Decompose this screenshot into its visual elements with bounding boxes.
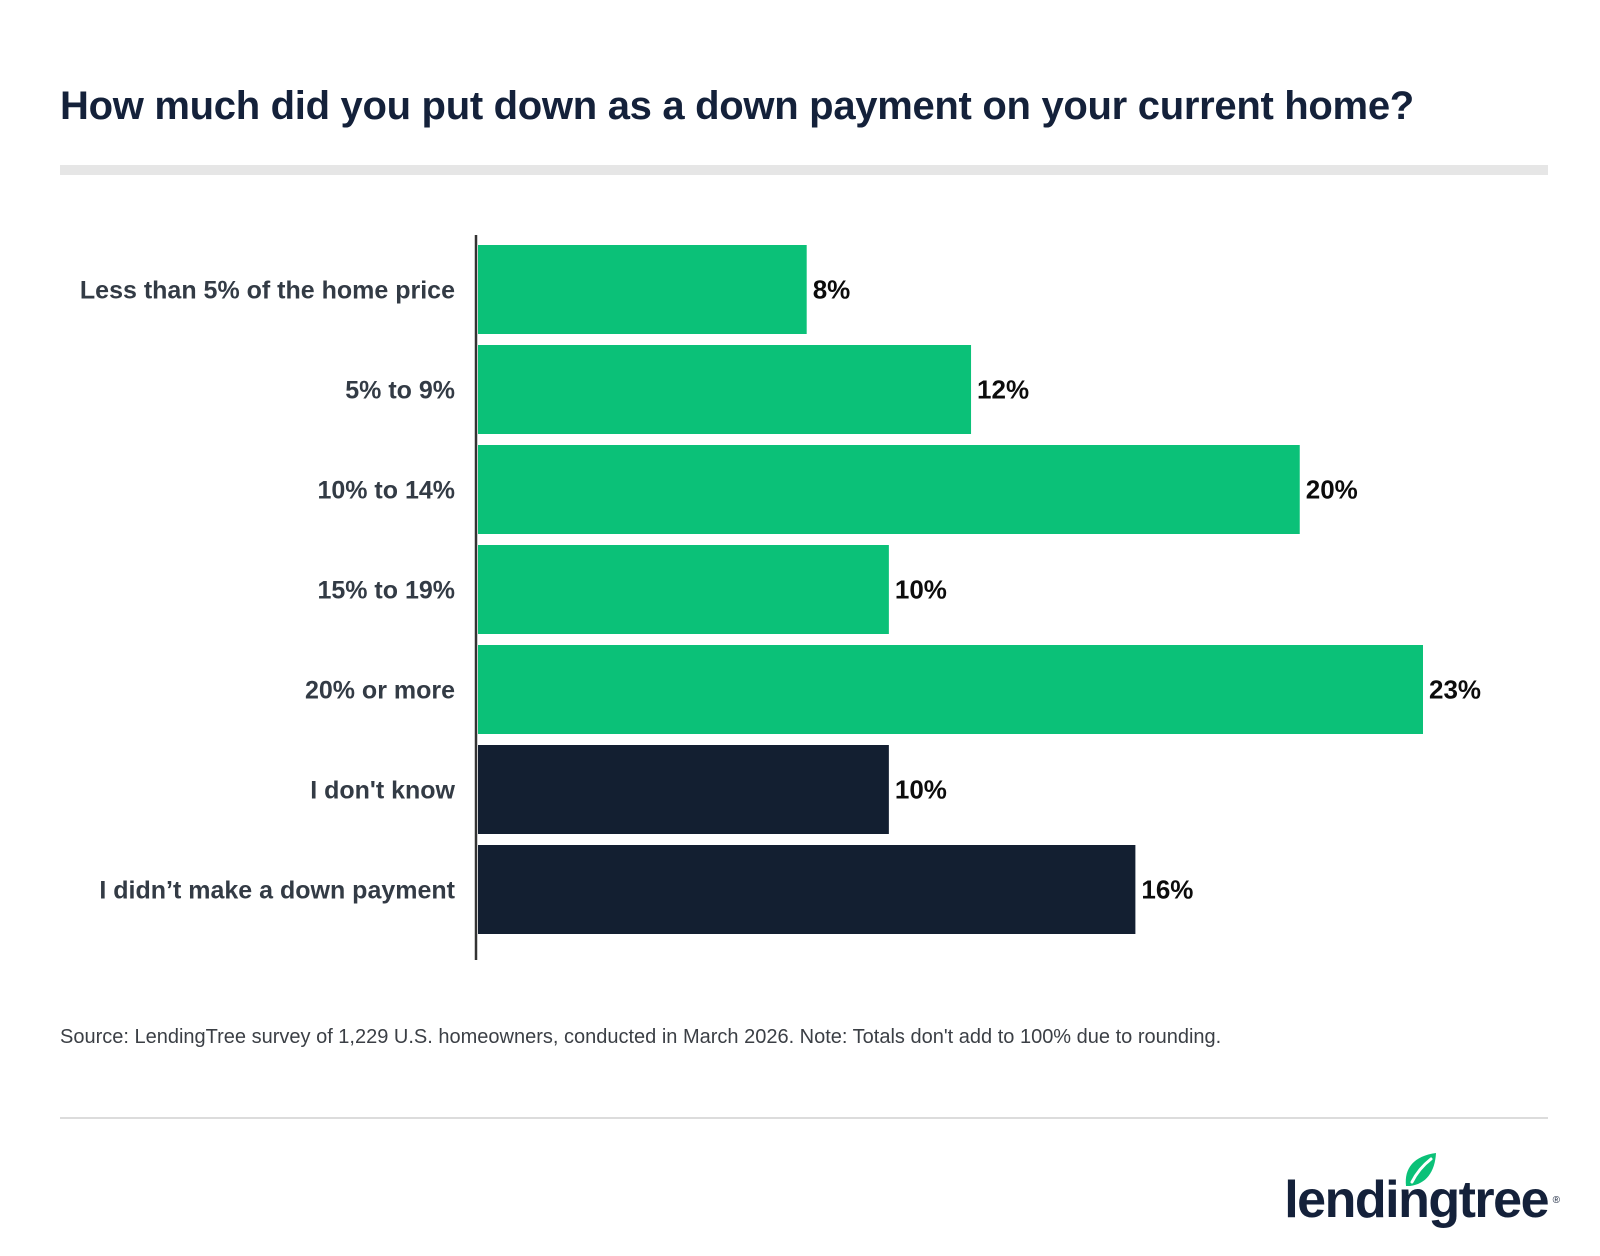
bar-4 xyxy=(478,645,1423,734)
category-label-4: 20% or more xyxy=(305,677,455,705)
value-label-0: 8% xyxy=(813,275,851,305)
bar-3 xyxy=(478,545,889,634)
bar-0 xyxy=(478,245,807,334)
category-label-6: I didn’t make a down payment xyxy=(99,877,455,905)
bar-5 xyxy=(478,745,889,834)
value-label-1: 12% xyxy=(977,375,1029,405)
bar-2 xyxy=(478,445,1300,534)
category-label-3: 15% to 19% xyxy=(317,577,455,605)
source-note: Source: LendingTree survey of 1,229 U.S.… xyxy=(60,1026,1222,1048)
category-label-2: 10% to 14% xyxy=(317,477,455,505)
value-label-4: 23% xyxy=(1429,675,1481,705)
value-label-2: 20% xyxy=(1306,475,1358,505)
logo-wordmark: lendingtree xyxy=(1284,1171,1549,1229)
value-label-3: 10% xyxy=(895,575,947,605)
bar-6 xyxy=(478,845,1136,934)
category-label-0: Less than 5% of the home price xyxy=(80,277,455,305)
title-divider xyxy=(60,165,1548,175)
bar-chart: Less than 5% of the home price 8% 5% to 9%… xyxy=(80,235,1481,960)
lendingtree-logo: lendingtree ® xyxy=(1268,1150,1560,1240)
value-label-6: 16% xyxy=(1141,875,1193,905)
category-label-1: 5% to 9% xyxy=(345,377,455,405)
registered-mark: ® xyxy=(1552,1195,1560,1206)
footer-divider xyxy=(60,1117,1548,1119)
value-label-5: 10% xyxy=(895,775,947,805)
category-label-5: I don't know xyxy=(310,777,455,805)
bar-1 xyxy=(478,345,972,434)
leaf-icon xyxy=(1405,1153,1436,1186)
chart-title: How much did you put down as a down paym… xyxy=(60,84,1414,128)
